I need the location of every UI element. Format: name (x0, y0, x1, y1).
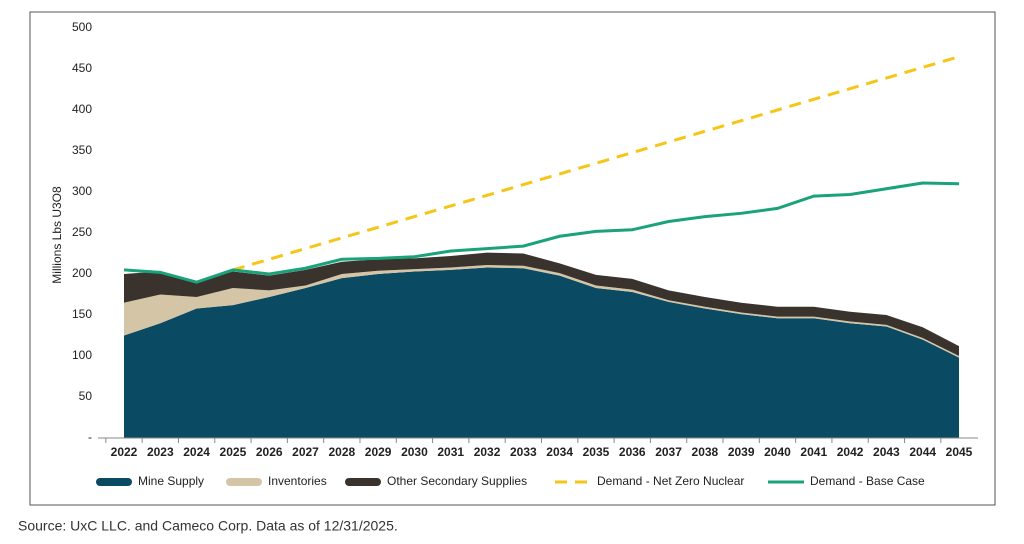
legend-label: Demand - Base Case (810, 474, 925, 488)
x-tick-label: 2043 (873, 445, 900, 459)
x-tick-label: 2029 (365, 445, 392, 459)
x-tick-label: 2023 (147, 445, 174, 459)
y-tick-label: 200 (72, 266, 92, 280)
x-tick-label: 2032 (474, 445, 501, 459)
x-tick-label: 2025 (220, 445, 247, 459)
y-tick-label: 50 (79, 389, 93, 403)
chart-frame (29, 11, 996, 506)
x-tick-label: 2027 (292, 445, 319, 459)
x-tick-label: 2035 (583, 445, 610, 459)
y-tick-label: 350 (72, 143, 92, 157)
x-tick-label: 2045 (946, 445, 973, 459)
x-tick-label: 2040 (764, 445, 791, 459)
legend-label: Inventories (268, 474, 327, 488)
x-tick-label: 2044 (909, 445, 936, 459)
y-tick-label: - (88, 430, 92, 444)
area (124, 267, 959, 438)
x-tick-label: 2028 (328, 445, 355, 459)
x-tick-label: 2042 (837, 445, 864, 459)
legend-label: Mine Supply (138, 474, 204, 488)
x-tick-label: 2024 (183, 445, 210, 459)
x-tick-label: 2022 (111, 445, 138, 459)
legend-label: Other Secondary Supplies (387, 474, 527, 488)
x-tick-label: 2031 (437, 445, 464, 459)
y-tick-label: 250 (72, 225, 92, 239)
y-tick-label: 150 (72, 307, 92, 321)
y-tick-label: 500 (72, 20, 92, 34)
x-tick-label: 2037 (655, 445, 682, 459)
x-tick-label: 2026 (256, 445, 283, 459)
x-tick-label: 2038 (692, 445, 719, 459)
y-axis-label: Millions Lbs U3O8 (50, 186, 64, 284)
x-tick-label: 2033 (510, 445, 537, 459)
y-tick-label: 100 (72, 348, 92, 362)
y-tick-label: 300 (72, 184, 92, 198)
x-tick-label: 2036 (619, 445, 646, 459)
source-note: Source: UxC LLC. and Cameco Corp. Data a… (18, 518, 398, 534)
x-tick-label: 2039 (728, 445, 755, 459)
x-tick-label: 2041 (800, 445, 827, 459)
x-tick-label: 2034 (546, 445, 573, 459)
line (232, 55, 960, 272)
y-tick-label: 400 (72, 102, 92, 116)
line (123, 181, 960, 284)
y-tick-label: 450 (72, 61, 92, 75)
x-tick-label: 2030 (401, 445, 428, 459)
legend-label: Demand - Net Zero Nuclear (597, 474, 744, 488)
